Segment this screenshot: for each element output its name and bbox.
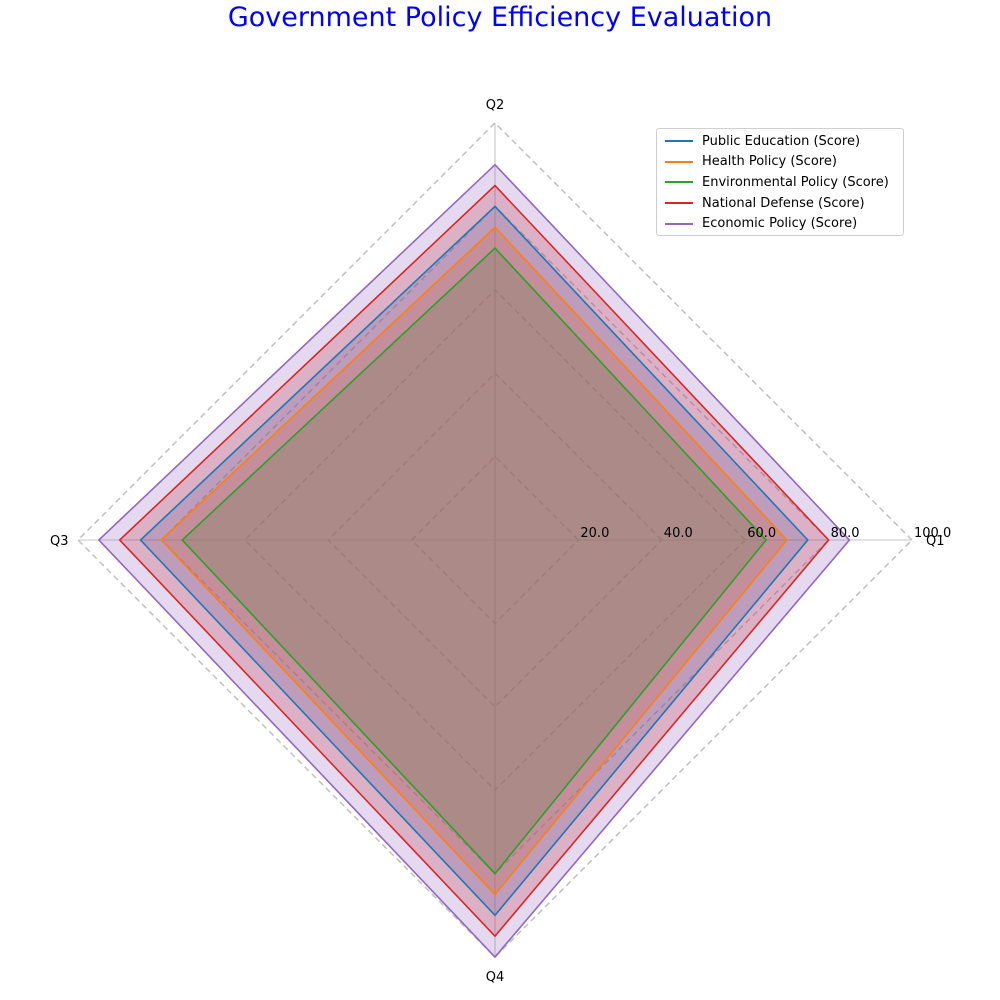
legend-item: National Defense (Score)	[657, 193, 903, 214]
radar-grid-ring	[410, 455, 580, 625]
legend-swatch	[665, 140, 693, 143]
legend-swatch	[665, 160, 693, 163]
legend-label: Environmental Policy (Score)	[702, 174, 889, 190]
radial-tick-label: 80.0	[831, 526, 860, 541]
radial-tick-label: 40.0	[664, 526, 693, 541]
legend-item: Economic Policy (Score)	[657, 213, 903, 234]
chart-title: Government Policy Efficiency Evaluation	[227, 2, 773, 33]
radial-tick-label: 100.0	[914, 526, 951, 541]
legend-item: Environmental Policy (Score)	[657, 172, 903, 193]
series-line	[160, 226, 788, 896]
series-line	[139, 205, 809, 917]
category-label: Q3	[50, 534, 69, 549]
legend-label: National Defense (Score)	[702, 195, 865, 211]
radar-grid-ring	[327, 372, 663, 708]
radial-tick-label: 60.0	[747, 526, 776, 541]
legend-label: Economic Policy (Score)	[702, 216, 858, 232]
legend: Public Education (Score) Health Policy (S…	[656, 128, 904, 236]
legend-label: Health Policy (Score)	[702, 154, 837, 170]
legend-swatch	[665, 181, 693, 184]
series-line	[97, 163, 851, 959]
legend-item: Health Policy (Score)	[657, 152, 903, 173]
series-line	[118, 184, 830, 938]
radar-series	[97, 163, 851, 959]
radar-labels: 20.0 40.0 60.0 80.0 100.0Q1 Q2 Q3 Q4	[50, 98, 951, 985]
category-label: Q1	[926, 534, 945, 549]
legend-item: Public Education (Score)	[657, 131, 903, 152]
radial-tick-label: 20.0	[580, 526, 609, 541]
radar-grid-ring	[243, 288, 747, 792]
category-label: Q4	[486, 970, 505, 985]
legend-label: Public Education (Score)	[702, 133, 861, 149]
category-label: Q2	[486, 98, 505, 113]
series-area	[98, 164, 850, 957]
legend-swatch	[665, 202, 693, 205]
series-line	[181, 246, 768, 875]
legend-swatch	[665, 222, 693, 225]
radar-grid-ring	[76, 121, 914, 959]
